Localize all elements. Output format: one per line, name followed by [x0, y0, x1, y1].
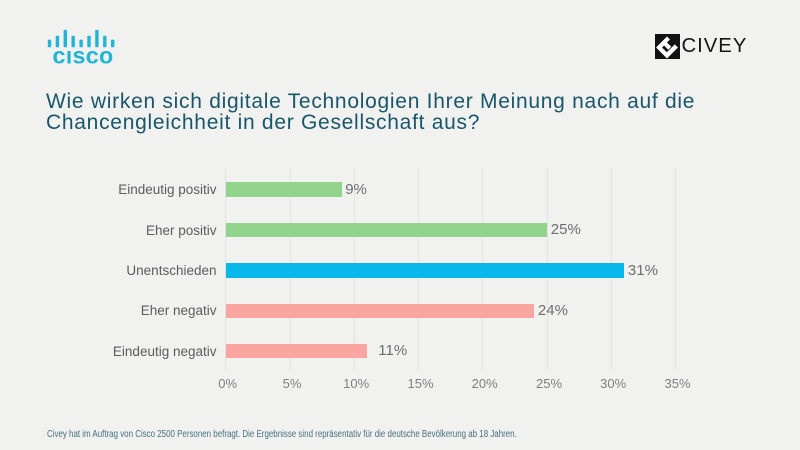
svg-text:cısco: cısco [52, 43, 113, 69]
